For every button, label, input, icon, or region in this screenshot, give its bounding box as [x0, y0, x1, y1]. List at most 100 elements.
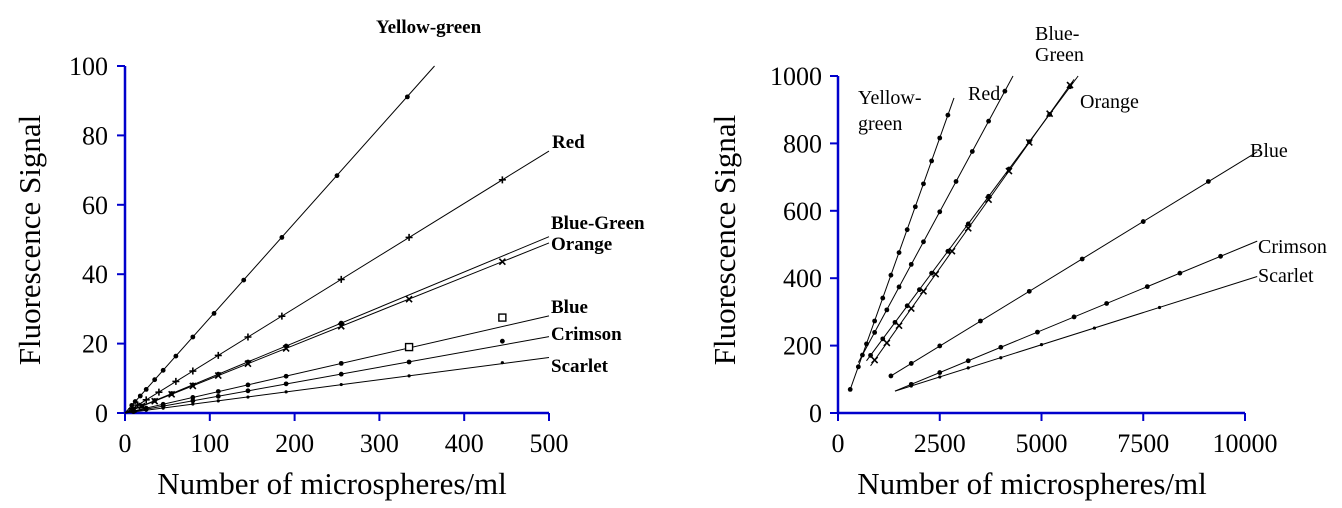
data-point [190, 394, 196, 400]
data-point [1079, 256, 1085, 262]
data-point [880, 295, 886, 301]
y-tick-label: 60 [82, 191, 108, 220]
series-label: Orange [551, 234, 612, 255]
data-point [404, 94, 410, 100]
series-label-line: Blue- [1035, 23, 1079, 45]
fit-line [124, 150, 550, 414]
x-tick-label: 300 [360, 429, 399, 458]
data-point [985, 196, 993, 204]
data-point [1218, 253, 1223, 259]
data-point [137, 393, 143, 399]
data-point [1177, 270, 1183, 276]
y-axis-title: Fluorescence Signal [707, 115, 742, 366]
data-point [978, 318, 983, 324]
y-tick-label: 80 [82, 121, 108, 150]
x-tick-label: 100 [190, 429, 229, 458]
fit-line [124, 242, 550, 414]
data-point [215, 389, 221, 394]
data-point [338, 360, 344, 366]
data-point [872, 330, 878, 335]
fit-line [857, 75, 1014, 363]
data-point [339, 382, 343, 387]
data-point [498, 313, 507, 322]
data-point [1140, 219, 1146, 224]
data-point [168, 390, 176, 398]
x-tick-label: 7500 [1117, 429, 1169, 458]
data-point [1205, 179, 1211, 184]
data-point [172, 377, 180, 385]
data-point [406, 359, 412, 365]
data-point [338, 371, 344, 377]
data-point [937, 135, 943, 141]
series-label-line: green [858, 113, 902, 135]
series-label: Red [552, 132, 585, 153]
data-point [969, 149, 975, 154]
data-point [151, 397, 159, 405]
series-label: Scarlet [551, 356, 609, 377]
data-point [888, 373, 894, 379]
series-label: Orange [1080, 91, 1139, 113]
data-point [284, 390, 288, 394]
data-point [142, 396, 150, 404]
data-point [986, 118, 991, 124]
fit-line [870, 79, 1075, 367]
series-yellow-green: Yellow-green [124, 17, 482, 414]
data-point [868, 352, 873, 358]
data-point [160, 367, 166, 373]
series-crimson: Crimson [124, 324, 622, 415]
data-point [246, 395, 250, 399]
series-scarlet: Scarlet [894, 265, 1314, 392]
chart-panel-1: 0 20 40 60 80 100 0 100 200 300 400 500 Number of mi… [12, 17, 645, 501]
data-point [1092, 326, 1097, 330]
data-point [999, 356, 1003, 360]
data-point [337, 322, 345, 330]
data-point [279, 235, 285, 240]
data-point [921, 239, 926, 245]
y-tick-label: 800 [783, 129, 822, 158]
x-tick-label: 5000 [1016, 429, 1068, 458]
data-point [938, 375, 942, 379]
data-point [282, 344, 290, 353]
data-point [190, 334, 196, 340]
data-point [189, 382, 197, 390]
data-point [896, 250, 902, 255]
data-point [131, 410, 136, 414]
data-point [1157, 305, 1162, 310]
data-point [1026, 288, 1032, 294]
series-label-line: Green [1035, 44, 1084, 66]
x-tick-label: 10000 [1213, 429, 1278, 458]
data-point [937, 370, 943, 375]
data-point [500, 361, 504, 365]
data-point [155, 388, 163, 396]
data-point [907, 304, 915, 313]
data-point [1066, 81, 1074, 89]
data-point [945, 248, 951, 254]
data-point [244, 360, 252, 368]
data-point [937, 209, 943, 215]
data-point [216, 399, 220, 403]
data-point [888, 272, 894, 278]
data-point [405, 295, 413, 303]
data-point [998, 344, 1004, 350]
data-point [965, 221, 971, 227]
series-label: Scarlet [1258, 265, 1314, 287]
data-point [215, 393, 221, 399]
series-label: Yellow-green [858, 87, 922, 135]
data-point [921, 181, 926, 187]
fit-line [124, 356, 550, 414]
y-tick-label: 100 [69, 52, 108, 81]
data-point [283, 373, 289, 379]
data-point [1104, 301, 1110, 306]
fit-line [124, 65, 435, 414]
y-tick-label: 20 [82, 330, 108, 359]
data-point [1046, 110, 1054, 118]
data-point [132, 399, 138, 404]
data-point [847, 387, 853, 392]
fit-line [849, 97, 955, 390]
series-label-line: Yellow- [858, 87, 922, 109]
x-tick-label: 0 [832, 429, 845, 458]
data-point [883, 339, 891, 347]
y-tick-label: 1000 [770, 62, 822, 91]
data-point [1005, 167, 1013, 175]
